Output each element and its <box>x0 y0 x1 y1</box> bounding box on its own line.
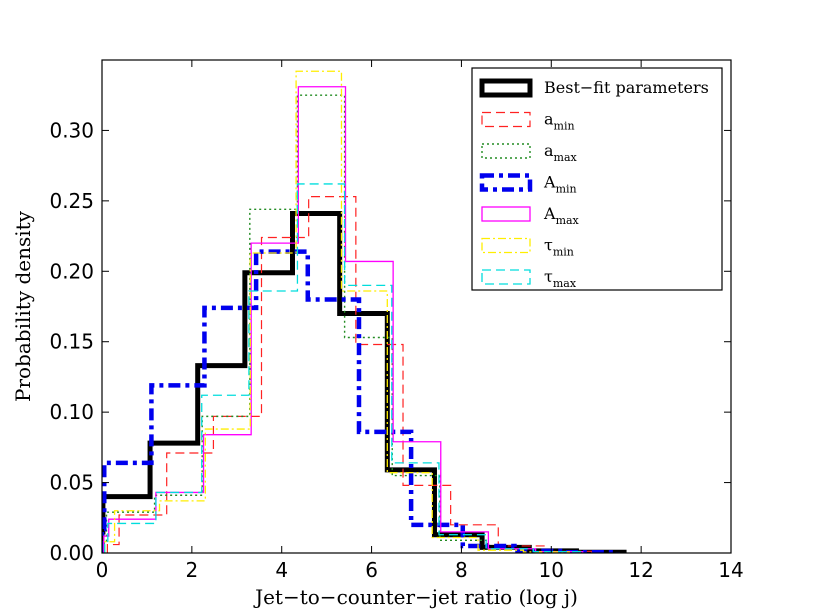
legend-label: τmax <box>544 267 577 290</box>
legend-label-main: A <box>543 204 556 223</box>
series-line-a-max <box>102 94 583 553</box>
x-tick-label: 2 <box>185 558 198 582</box>
series-line-tau-min <box>104 70 570 553</box>
legend-label-main: A <box>543 173 556 192</box>
x-tick-label: 8 <box>455 558 468 582</box>
series-line-best-fit-parameters <box>102 211 627 553</box>
legend-label-subscript: min <box>553 246 574 259</box>
y-tick-label: 0.30 <box>49 118 94 142</box>
y-axis-title: Probability density <box>11 210 35 402</box>
x-tick-label: 14 <box>718 558 743 582</box>
x-tick-label: 0 <box>96 558 109 582</box>
legend-handle <box>479 78 533 98</box>
tick-layer: 0 2 4 6 8 10 12 14 0.00 0.05 0.10 0.15 0.20 0.25 0.30 <box>49 60 744 582</box>
legend-handle <box>479 173 533 192</box>
legend-handle <box>481 269 531 285</box>
series-line-tau-max <box>104 183 582 553</box>
y-tick-label: 0.15 <box>49 330 94 354</box>
plot-frame <box>101 59 732 554</box>
legend-handle <box>481 143 531 159</box>
y-tick-label: 0.25 <box>49 189 94 213</box>
legend-handle <box>481 111 531 128</box>
legend-label-subscript: max <box>556 214 580 227</box>
legend-handle <box>481 206 531 222</box>
x-tick-label: 4 <box>275 558 288 582</box>
legend-label-subscript: max <box>554 151 578 164</box>
x-tick-label: 12 <box>628 558 653 582</box>
y-tick-label: 0.20 <box>49 259 94 283</box>
legend-label: Amax <box>543 204 580 227</box>
legend-label-subscript: min <box>556 183 577 196</box>
y-tick-label: 0.10 <box>49 400 94 424</box>
y-tick-label: 0.05 <box>49 471 94 495</box>
x-tick-label: 10 <box>539 558 564 582</box>
legend-label: amax <box>544 141 578 164</box>
legend-label-main: τ <box>544 267 553 286</box>
y-tick-label: 0.00 <box>49 541 94 565</box>
legend-label: amin <box>544 110 575 133</box>
legend-handle <box>481 237 531 254</box>
legend-label-main: Best−fit parameters <box>544 78 709 97</box>
series-layer <box>102 70 627 553</box>
legend-label-main: τ <box>544 236 553 255</box>
x-axis-title: Jet−to−counter−jet ratio (log j) <box>253 585 578 609</box>
legend-label-subscript: max <box>553 277 577 290</box>
legend-label: Best−fit parameters <box>544 78 709 97</box>
x-tick-label: 6 <box>365 558 378 582</box>
legend-label-main: a <box>544 141 554 160</box>
legend-label: Amin <box>543 173 577 196</box>
series-line-a-min <box>106 196 593 553</box>
legend: Best−fit parametersaminamaxAminAmaxτminτ… <box>471 67 723 291</box>
legend-label-subscript: min <box>554 120 575 133</box>
legend-label: τmin <box>544 236 574 259</box>
legend-label-main: a <box>544 110 554 129</box>
legend-frame <box>471 67 723 291</box>
